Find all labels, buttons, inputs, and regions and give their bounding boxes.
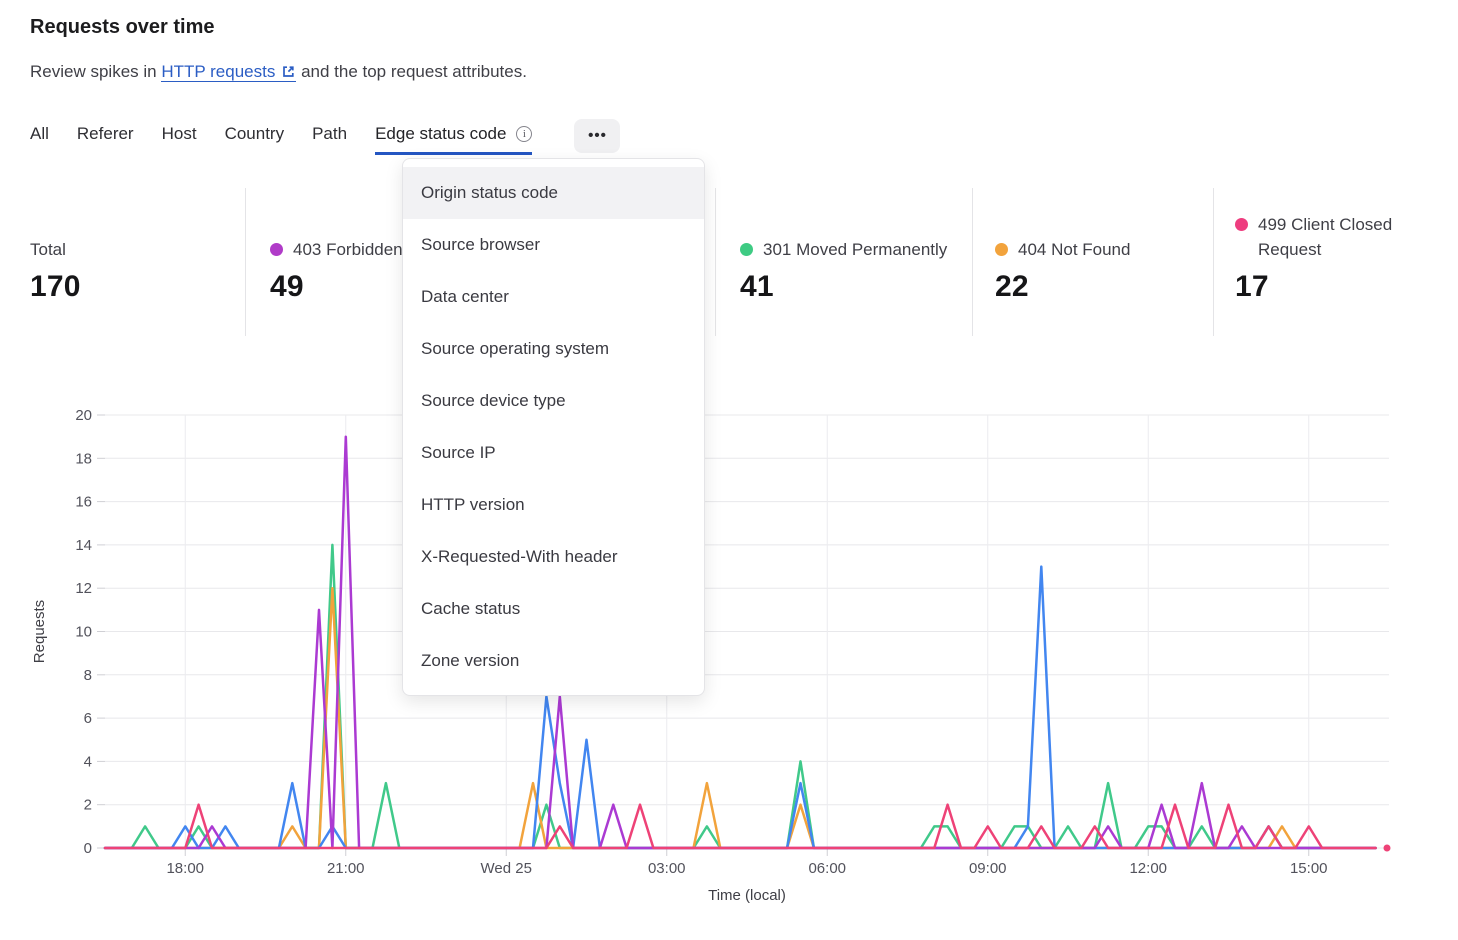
series-color-dot-icon (270, 243, 283, 256)
svg-text:14: 14 (75, 537, 92, 554)
stat-value: 170 (30, 270, 81, 303)
stat-label: 301 Moved Permanently (763, 240, 948, 259)
svg-text:20: 20 (75, 407, 92, 424)
menu-item-cache-status[interactable]: Cache status (421, 599, 521, 618)
tab-referer[interactable]: Referer (77, 118, 134, 155)
menu-item-source-device-type[interactable]: Source device type (421, 391, 566, 410)
svg-text:03:00: 03:00 (648, 860, 686, 877)
svg-text:10: 10 (75, 624, 92, 641)
series-color-dot-icon (740, 243, 753, 256)
page-title: Requests over time (30, 16, 215, 38)
tab-label: Path (312, 124, 348, 143)
stat-label: 499 Client Closed Request (1258, 215, 1393, 259)
svg-text:Requests: Requests (31, 600, 48, 663)
stat-divider (972, 188, 973, 336)
svg-text:21:00: 21:00 (327, 860, 365, 877)
svg-text:09:00: 09:00 (969, 860, 1007, 877)
svg-text:12:00: 12:00 (1129, 860, 1167, 877)
tab-host[interactable]: Host (162, 118, 197, 155)
subtitle-text-suffix: and the top request attributes. (296, 62, 527, 81)
tab-label: Country (224, 124, 285, 143)
tab-edge-status-code[interactable]: Edge status code i (375, 118, 533, 155)
stat-divider (715, 188, 716, 336)
stat-divider (1213, 188, 1214, 336)
series-line-403-forbidden (103, 435, 1377, 850)
stat-499-client-closed-request: 499 Client Closed Request 17 (1235, 200, 1445, 304)
svg-text:2: 2 (84, 797, 92, 814)
chart-svg: 0 2 4 6 8 10 12 14 16 18 20 18:00 21:00 Wed 25 03:00 06… (31, 407, 1391, 904)
menu-item-origin-status-code[interactable]: Origin status code (403, 167, 704, 219)
series-line-unlabeled-legend-covered-by-menu- (103, 565, 1377, 850)
stat-404-not-found: 404 Not Found 22 (995, 200, 1205, 304)
tab-all[interactable]: All (30, 118, 49, 155)
external-link-icon (281, 64, 296, 84)
menu-item-data-center[interactable]: Data center (421, 287, 509, 306)
tab-label: Referer (76, 124, 134, 143)
svg-text:Wed 25: Wed 25 (481, 860, 532, 877)
stat-value: 49 (270, 270, 304, 303)
series-end-dot (1383, 844, 1391, 852)
stat-total: Total 170 (30, 200, 240, 304)
page-subtitle: Review spikes in HTTP requests and the t… (30, 62, 527, 84)
stat-divider (245, 188, 246, 336)
attribute-dropdown-menu: Origin status code Source browser Data cen… (402, 158, 705, 696)
menu-item-http-version[interactable]: HTTP version (421, 495, 525, 514)
stat-301-moved-permanently: 301 Moved Permanently 41 (740, 200, 950, 304)
requests-line-chart: 0 2 4 6 8 10 12 14 16 18 20 18:00 21:00 Wed 25 03:00 06… (0, 400, 1458, 940)
series-color-dot-icon (1235, 218, 1248, 231)
ellipsis-icon: ••• (588, 127, 607, 144)
tab-label: All (30, 124, 49, 143)
menu-item-source-operating-system[interactable]: Source operating system (421, 339, 610, 358)
menu-item-source-browser[interactable]: Source browser (421, 235, 541, 254)
tab-country[interactable]: Country (225, 118, 285, 155)
svg-text:12: 12 (75, 580, 92, 597)
svg-text:8: 8 (84, 667, 92, 684)
series-color-dot-icon (995, 243, 1008, 256)
stat-label: Total (30, 240, 66, 259)
svg-text:18:00: 18:00 (166, 860, 204, 877)
stat-403-forbidden: 403 Forbidden 49 (270, 200, 480, 304)
svg-text:06:00: 06:00 (808, 860, 846, 877)
stat-value: 17 (1235, 270, 1269, 303)
svg-text:18: 18 (75, 450, 92, 467)
stat-label: 404 Not Found (1018, 240, 1131, 259)
svg-text:0: 0 (84, 840, 92, 857)
tab-path[interactable]: Path (312, 118, 347, 155)
stat-value: 41 (740, 270, 774, 303)
svg-text:6: 6 (84, 710, 92, 727)
stat-label: 403 Forbidden (293, 240, 403, 259)
svg-text:16: 16 (75, 494, 92, 511)
tab-label: Edge status code (375, 124, 507, 143)
menu-item-source-ip[interactable]: Source IP (421, 443, 496, 462)
svg-text:Time (local): Time (local) (708, 887, 786, 904)
http-requests-link[interactable]: HTTP requests (161, 62, 297, 84)
more-tabs-button[interactable]: ••• (574, 119, 621, 153)
svg-text:15:00: 15:00 (1290, 860, 1328, 877)
subtitle-text-prefix: Review spikes in (30, 62, 162, 81)
stat-value: 22 (995, 270, 1029, 303)
svg-text:4: 4 (84, 753, 92, 770)
tab-label: Host (161, 124, 197, 143)
series-line-499-client-closed-request (103, 803, 1377, 850)
menu-item-zone-version[interactable]: Zone version (421, 651, 520, 670)
info-icon[interactable]: i (516, 126, 533, 142)
tab-bar: All Referer Host Country Path Edge status cod… (30, 118, 621, 155)
menu-item-x-requested-with-header[interactable]: X-Requested-With header (421, 547, 618, 566)
